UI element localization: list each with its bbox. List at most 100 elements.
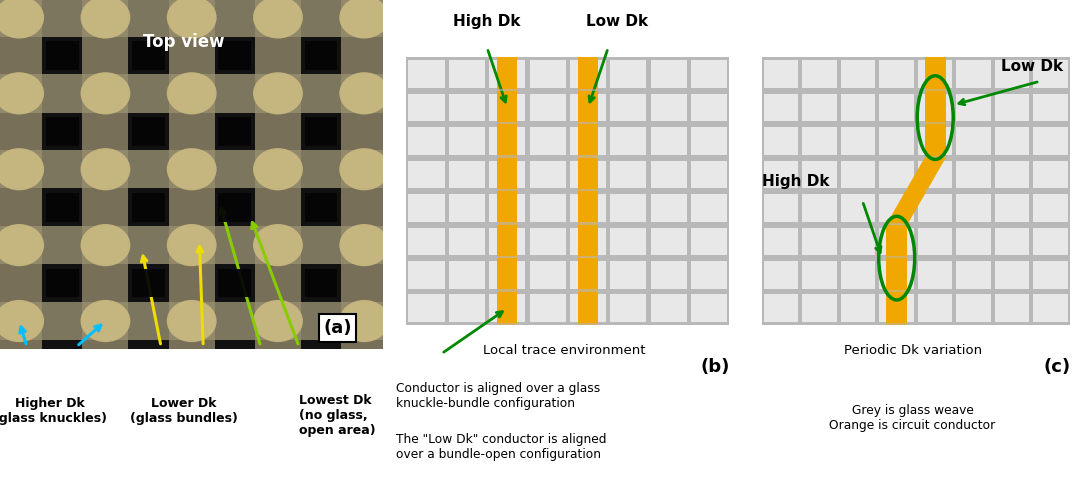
Bar [879,60,914,88]
Bar [802,60,837,88]
Ellipse shape [253,72,302,114]
Bar [168,0,215,349]
Bar [1034,261,1068,289]
Bar [691,60,727,88]
Text: Lowest Dk
(no glass,
open area): Lowest Dk (no glass, open area) [299,394,376,437]
Bar [497,289,517,292]
Bar [0,349,383,478]
Bar [0,302,383,340]
Bar [132,269,165,297]
Bar [691,228,727,255]
Bar [995,228,1029,255]
Text: Low Dk: Low Dk [585,14,648,29]
Bar [1034,294,1068,322]
Bar [529,194,566,222]
Bar [489,194,525,222]
Bar [995,60,1029,88]
Bar [497,189,517,191]
Ellipse shape [81,0,131,39]
Bar [408,194,445,222]
Bar [841,60,876,88]
Bar [957,294,991,322]
Bar [497,323,517,325]
Bar [650,194,687,222]
Bar [802,228,837,255]
Bar [879,94,914,121]
Text: High Dk: High Dk [454,14,521,29]
Bar [650,94,687,121]
Bar [924,256,946,258]
Ellipse shape [0,148,44,190]
Bar [764,60,798,88]
Bar [489,127,525,155]
Bar [764,294,798,322]
Ellipse shape [81,224,131,266]
Ellipse shape [253,300,302,342]
Bar [489,94,525,121]
Bar [132,117,165,146]
Bar [691,127,727,155]
Bar [529,261,566,289]
Bar [570,60,606,88]
Bar [886,256,907,258]
Text: Low Dk: Low Dk [1001,59,1063,75]
Bar [918,294,953,322]
Bar [802,261,837,289]
Bar [1034,194,1068,222]
Bar [305,193,337,222]
Bar [924,57,946,158]
Bar [918,127,953,155]
Bar [802,94,837,121]
Bar [529,228,566,255]
Bar [489,261,525,289]
Bar [918,261,953,289]
Bar [879,194,914,222]
Bar [924,223,946,225]
Bar [879,127,914,155]
Bar [449,94,485,121]
Bar [841,127,876,155]
Text: The "Low Dk" conductor is aligned
over a bundle-open configuration: The "Low Dk" conductor is aligned over a… [395,433,606,461]
Bar [841,161,876,188]
Bar [489,294,525,322]
Bar [879,228,914,255]
Ellipse shape [0,300,44,342]
Text: Top view: Top view [144,33,225,51]
Bar [879,161,914,188]
Bar [578,222,598,225]
Bar [610,60,647,88]
Text: High Dk: High Dk [762,174,829,189]
Bar [886,122,907,124]
Bar [529,294,566,322]
Ellipse shape [166,148,217,190]
Bar [924,290,946,292]
Bar [497,122,517,124]
Ellipse shape [253,224,302,266]
Bar [886,225,907,325]
Bar [995,194,1029,222]
Ellipse shape [81,148,131,190]
Bar [918,161,953,188]
Bar [0,0,42,349]
Bar [0,150,383,188]
Bar [650,60,687,88]
Ellipse shape [339,72,389,114]
Bar [218,41,252,70]
Bar [0,0,383,37]
Bar [957,94,991,121]
Bar [886,189,907,191]
Bar [691,161,727,188]
Bar [218,269,252,297]
Ellipse shape [339,0,389,39]
Bar [1034,228,1068,255]
Bar [46,269,79,297]
Ellipse shape [339,300,389,342]
Bar [650,161,687,188]
Bar [578,189,598,191]
Bar [610,228,647,255]
Bar [691,261,727,289]
Bar [886,89,907,91]
Bar [1034,161,1068,188]
Bar [497,155,517,158]
Bar [924,122,946,124]
